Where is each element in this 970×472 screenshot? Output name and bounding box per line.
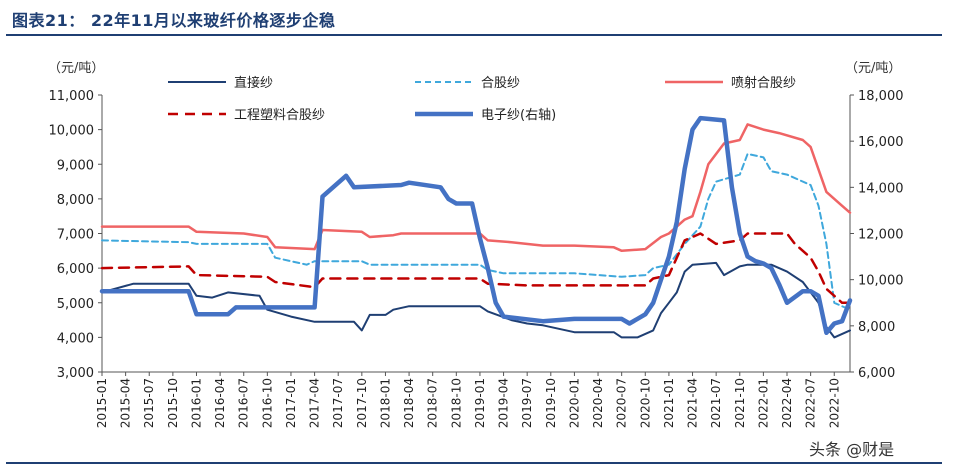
x-tick-label: 2020-04 [591,378,605,428]
left-tick-label: 11,000 [49,89,95,104]
chart-title: 图表21： 22年11月以来玻纤价格逐步企稳 [12,11,336,30]
x-tick-label: 2022-04 [780,378,794,428]
x-tick-label: 2015-07 [142,378,156,428]
series-line-engineering-plastic-yarn [100,232,852,305]
x-tick-label: 2015-10 [166,378,180,428]
x-tick-label: 2022-10 [827,378,841,428]
right-tick-label: 18,000 [858,89,904,104]
title-bar: 图表21： 22年11月以来玻纤价格逐步企稳 [6,4,942,36]
x-tick-label: 2016-04 [213,378,227,428]
x-tick-label: 2020-10 [638,378,652,428]
series-line-direct-yarn [101,261,851,339]
x-tick-label: 2018-10 [449,378,463,428]
x-tick-label: 2020-01 [567,378,581,428]
x-tick-label: 2018-01 [378,378,392,428]
legend-label-direct-yarn: 直接纱 [234,75,273,91]
series-layer [99,115,853,339]
x-tick-label: 2016-07 [237,378,251,428]
x-tick-label: 2017-10 [355,378,369,428]
x-tick-label: 2021-04 [686,378,700,428]
left-tick-label: 8,000 [57,193,94,208]
x-tick-label: 2016-01 [189,378,203,428]
x-tick-label: 2019-07 [520,378,534,428]
series-line-spray-plied-yarn [100,123,852,253]
left-tick-label: 3,000 [57,366,94,381]
right-tick-label: 8,000 [858,320,895,335]
bottom-rule [6,462,942,464]
x-tick-label: 2019-10 [544,378,558,428]
right-tick-label: 16,000 [858,135,904,150]
x-tick-label: 2018-07 [426,378,440,428]
left-tick-label: 10,000 [49,124,95,139]
x-tick-label: 2021-07 [709,378,723,428]
right-tick-label: 12,000 [858,228,904,243]
right-tick-label: 6,000 [858,366,895,381]
x-tick-label: 2021-10 [733,378,747,428]
axes: 3,000 4,000 5,000 6,000 7,000 8,000 9,000 10,00… [49,89,904,428]
left-tick-label: 6,000 [57,262,94,277]
left-axis-unit: （元/吨） [48,61,104,76]
series-line-electronic-yarn [99,115,853,336]
x-tick-label: 2019-01 [473,378,487,428]
right-tick-label: 14,000 [858,181,904,196]
right-axis-unit: （元/吨） [845,61,901,76]
left-tick-label: 5,000 [57,297,94,312]
x-tick-label: 2018-04 [402,378,416,428]
x-tick-label: 2021-01 [662,378,676,428]
x-tick-label: 2017-07 [331,378,345,428]
x-tick-label: 2016-10 [260,378,274,428]
watermark: 头条 @财是 [805,436,899,460]
left-tick-label: 9,000 [57,158,94,173]
x-tick-label: 2017-04 [308,378,322,428]
x-tick-label: 2015-04 [119,378,133,428]
right-tick-label: 10,000 [858,274,904,289]
left-tick-label: 4,000 [57,331,94,346]
x-tick-label: 2020-07 [615,378,629,428]
x-tick-label: 2017-01 [284,378,298,428]
legend-label-engineering-plastic-yarn: 工程塑料合股纱 [234,108,325,123]
legend-label-spray-plied-yarn: 喷射合股纱 [731,75,796,91]
series-line-plied-yarn [101,152,851,311]
legend-label-plied-yarn: 合股纱 [481,76,520,91]
x-tick-label: 2022-07 [804,378,818,428]
left-tick-label: 7,000 [57,228,94,243]
x-tick-label: 2015-01 [95,378,109,428]
x-tick-label: 2022-01 [756,378,770,428]
legend-label-electronic-yarn: 电子纱(右轴) [481,108,556,123]
x-tick-label: 2019-04 [497,378,511,428]
